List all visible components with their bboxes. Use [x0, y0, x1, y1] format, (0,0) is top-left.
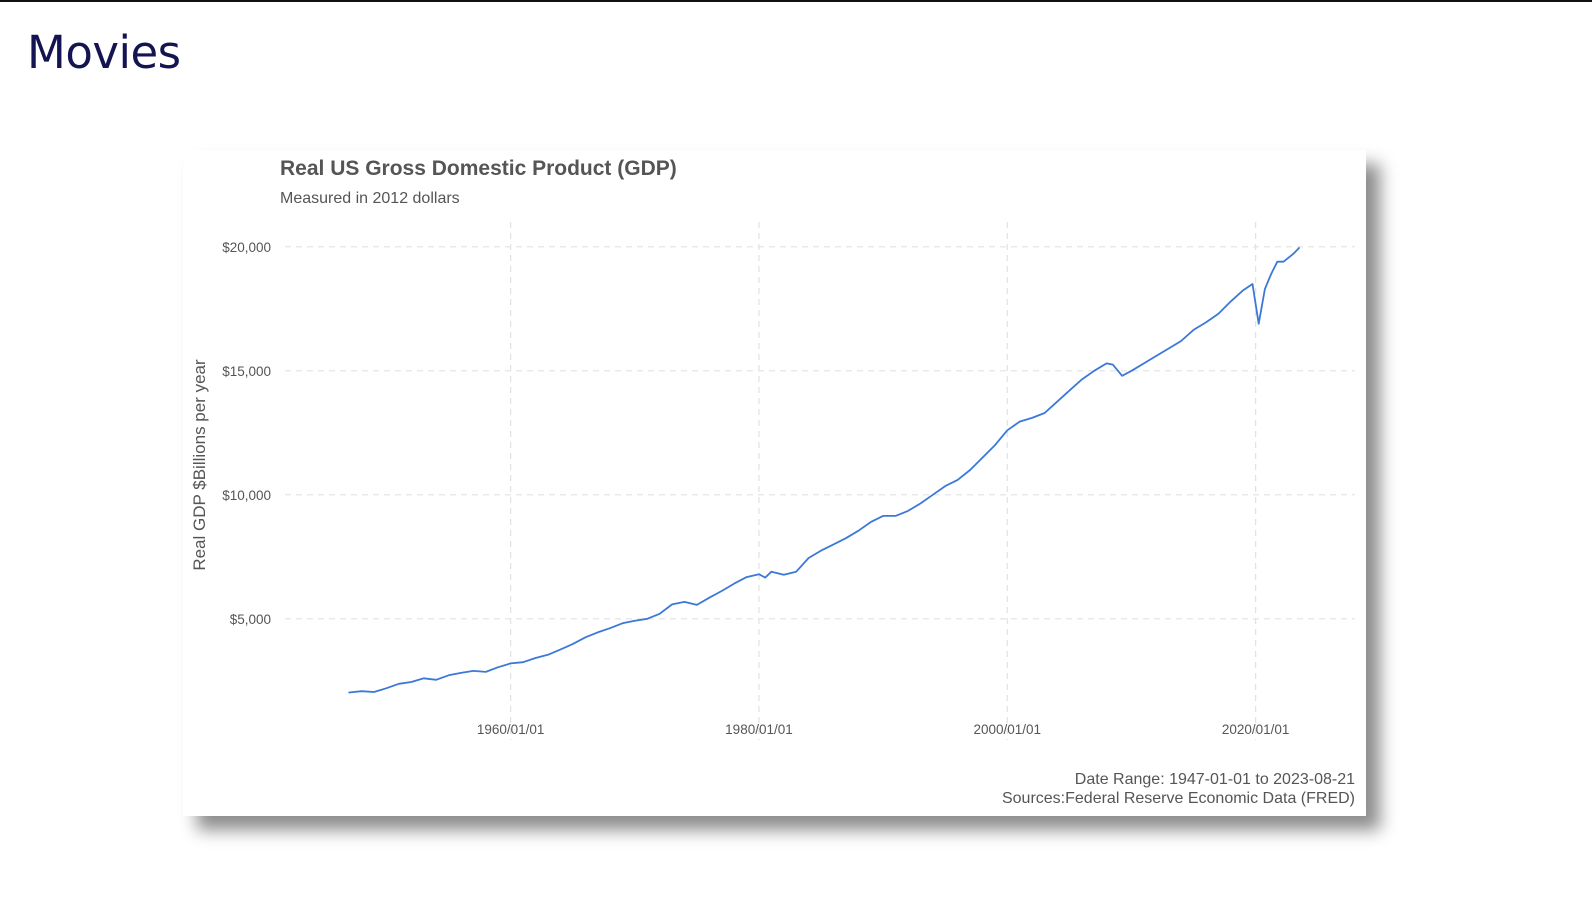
grid — [285, 222, 1355, 740]
y-tick-label-3: $20,000 — [222, 240, 271, 255]
chart-figure: Real US Gross Domestic Product (GDP) Mea… — [183, 150, 1366, 816]
y-tick-label-2: $15,000 — [222, 364, 271, 379]
gdp-line-chart: Real US Gross Domestic Product (GDP) Mea… — [190, 157, 1355, 807]
source-caption: Sources:Federal Reserve Economic Data (F… — [1002, 790, 1355, 807]
x-tick-label-3: 2020/01/01 — [1222, 722, 1290, 737]
chart-subtitle: Measured in 2012 dollars — [280, 190, 460, 207]
y-tick-labels: $5,000 $10,000 $15,000 $20,000 — [222, 240, 271, 627]
top-rule — [0, 0, 1592, 2]
y-tick-label-1: $10,000 — [222, 488, 271, 503]
series-layer — [348, 247, 1300, 694]
x-tick-label-1: 1980/01/01 — [725, 722, 793, 737]
x-tick-label-2: 2000/01/01 — [974, 722, 1042, 737]
date-range-caption: Date Range: 1947-01-01 to 2023-08-21 — [1075, 771, 1355, 788]
y-tick-label-0: $5,000 — [230, 612, 271, 627]
series-line-0 — [348, 247, 1300, 694]
x-tick-labels: 1960/01/01 1980/01/01 2000/01/01 2020/01/01 — [477, 722, 1290, 737]
x-tick-label-0: 1960/01/01 — [477, 722, 545, 737]
slide-title: Movies — [27, 26, 181, 79]
y-axis-label: Real GDP $Billions per year — [190, 359, 209, 571]
chart-title: Real US Gross Domestic Product (GDP) — [280, 157, 677, 180]
